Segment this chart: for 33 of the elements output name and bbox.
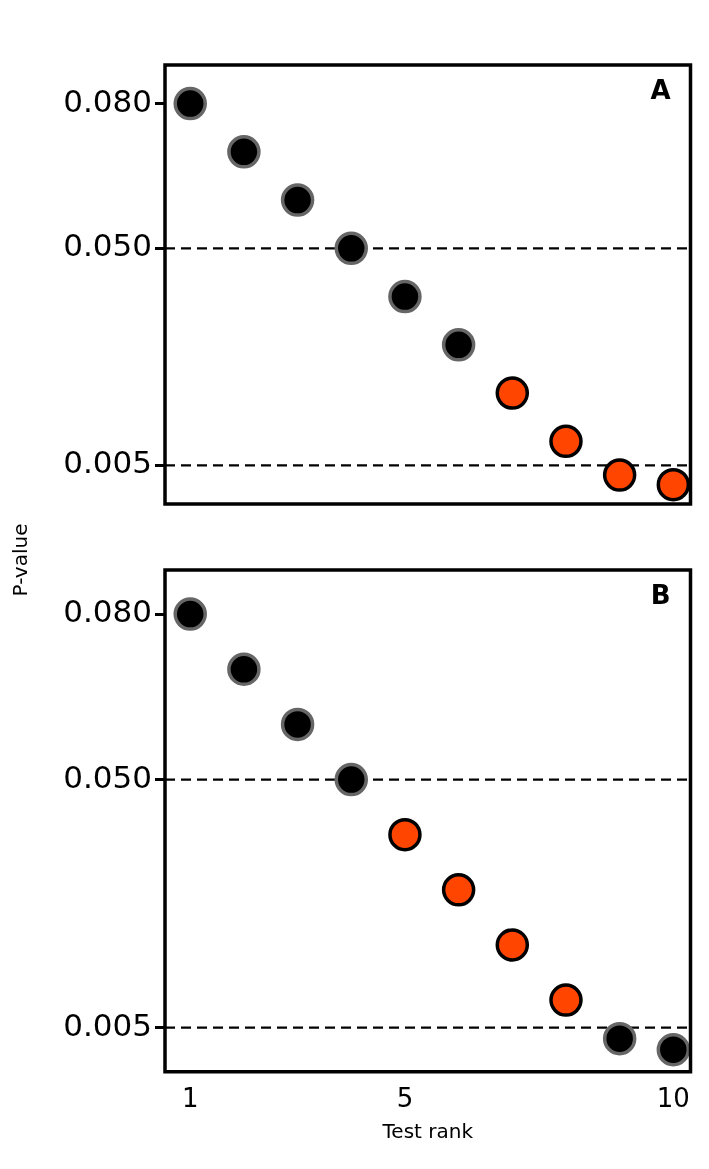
point	[549, 983, 583, 1017]
point	[441, 873, 476, 907]
point	[173, 597, 207, 631]
point	[173, 86, 207, 121]
annotation: A	[650, 74, 671, 105]
point	[334, 231, 369, 266]
y-tick-label: 0.080	[63, 82, 152, 119]
point	[495, 376, 530, 410]
y-tick-label: 0.080	[63, 593, 152, 630]
point	[334, 762, 369, 797]
point	[280, 707, 315, 742]
point	[656, 467, 691, 502]
point	[227, 652, 261, 687]
y-tick-label: 0.050	[63, 758, 152, 795]
point	[280, 183, 315, 217]
y-tick-label: 0.050	[63, 227, 152, 264]
point	[549, 424, 583, 459]
point	[602, 1021, 637, 1056]
x-tick-label: 10	[656, 1083, 690, 1114]
y-tick-label: 0.005	[63, 444, 152, 481]
point	[227, 135, 261, 169]
point	[388, 279, 422, 314]
y-axis-title: P-value	[8, 522, 32, 599]
y-tick-label: 0.005	[63, 1006, 152, 1043]
x-tick-label: 1	[181, 1083, 199, 1114]
point	[495, 928, 530, 962]
point	[602, 458, 637, 492]
point	[441, 328, 476, 362]
x-axis-title: Test rank	[381, 1119, 474, 1144]
annotation: B	[650, 579, 671, 610]
point	[656, 1032, 691, 1067]
point	[388, 817, 422, 852]
x-tick-label: 5	[396, 1083, 414, 1114]
